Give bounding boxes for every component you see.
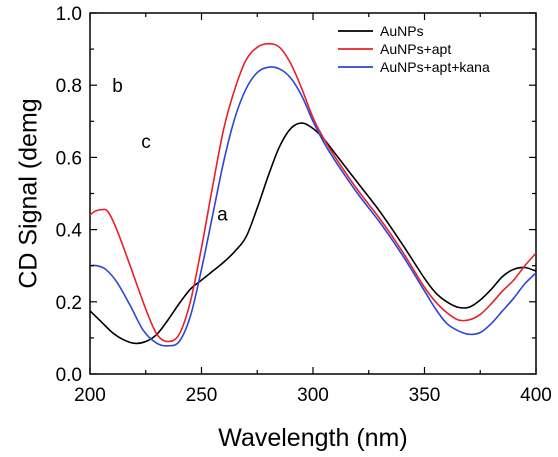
series-layer [89,42,537,347]
legend-label-aunps-apt: AuNPs+apt [380,41,451,57]
y-tick-label: 0.2 [56,293,82,314]
y-tick-label: 0.6 [56,148,82,169]
x-tick-label: 300 [297,385,329,406]
y-tick-label: 0.0 [56,365,82,386]
curve-label-b: b [112,76,123,97]
y-axis: 0.0 0.2 0.4 0.6 0.8 1.0 [56,4,536,386]
x-tick-label: 200 [74,385,106,406]
legend: AuNPs AuNPs+apt AuNPs+apt+kana [338,23,490,75]
x-tick-label: 400 [520,385,552,406]
x-tick-label: 250 [186,385,218,406]
series-line-aunps-apt-kana [89,66,537,347]
y-tick-label: 0.4 [56,221,83,242]
y-axis-title: CD Signal (demg [15,98,43,288]
series-line-aunps [89,122,537,345]
x-axis-title: Wavelength (nm) [218,424,407,452]
y-tick-label: 1.0 [56,4,82,25]
legend-label-aunps-apt-kana: AuNPs+apt+kana [380,59,490,75]
curve-label-a: a [217,204,228,225]
curve-label-c: c [141,132,151,153]
x-tick-label: 350 [409,385,441,406]
series-line-aunps-apt [89,42,537,343]
y-tick-label: 0.8 [56,76,82,97]
annotations: b c a [112,76,228,225]
legend-label-aunps: AuNPs [380,23,424,39]
x-axis: 200 250 300 350 400 [74,13,552,406]
